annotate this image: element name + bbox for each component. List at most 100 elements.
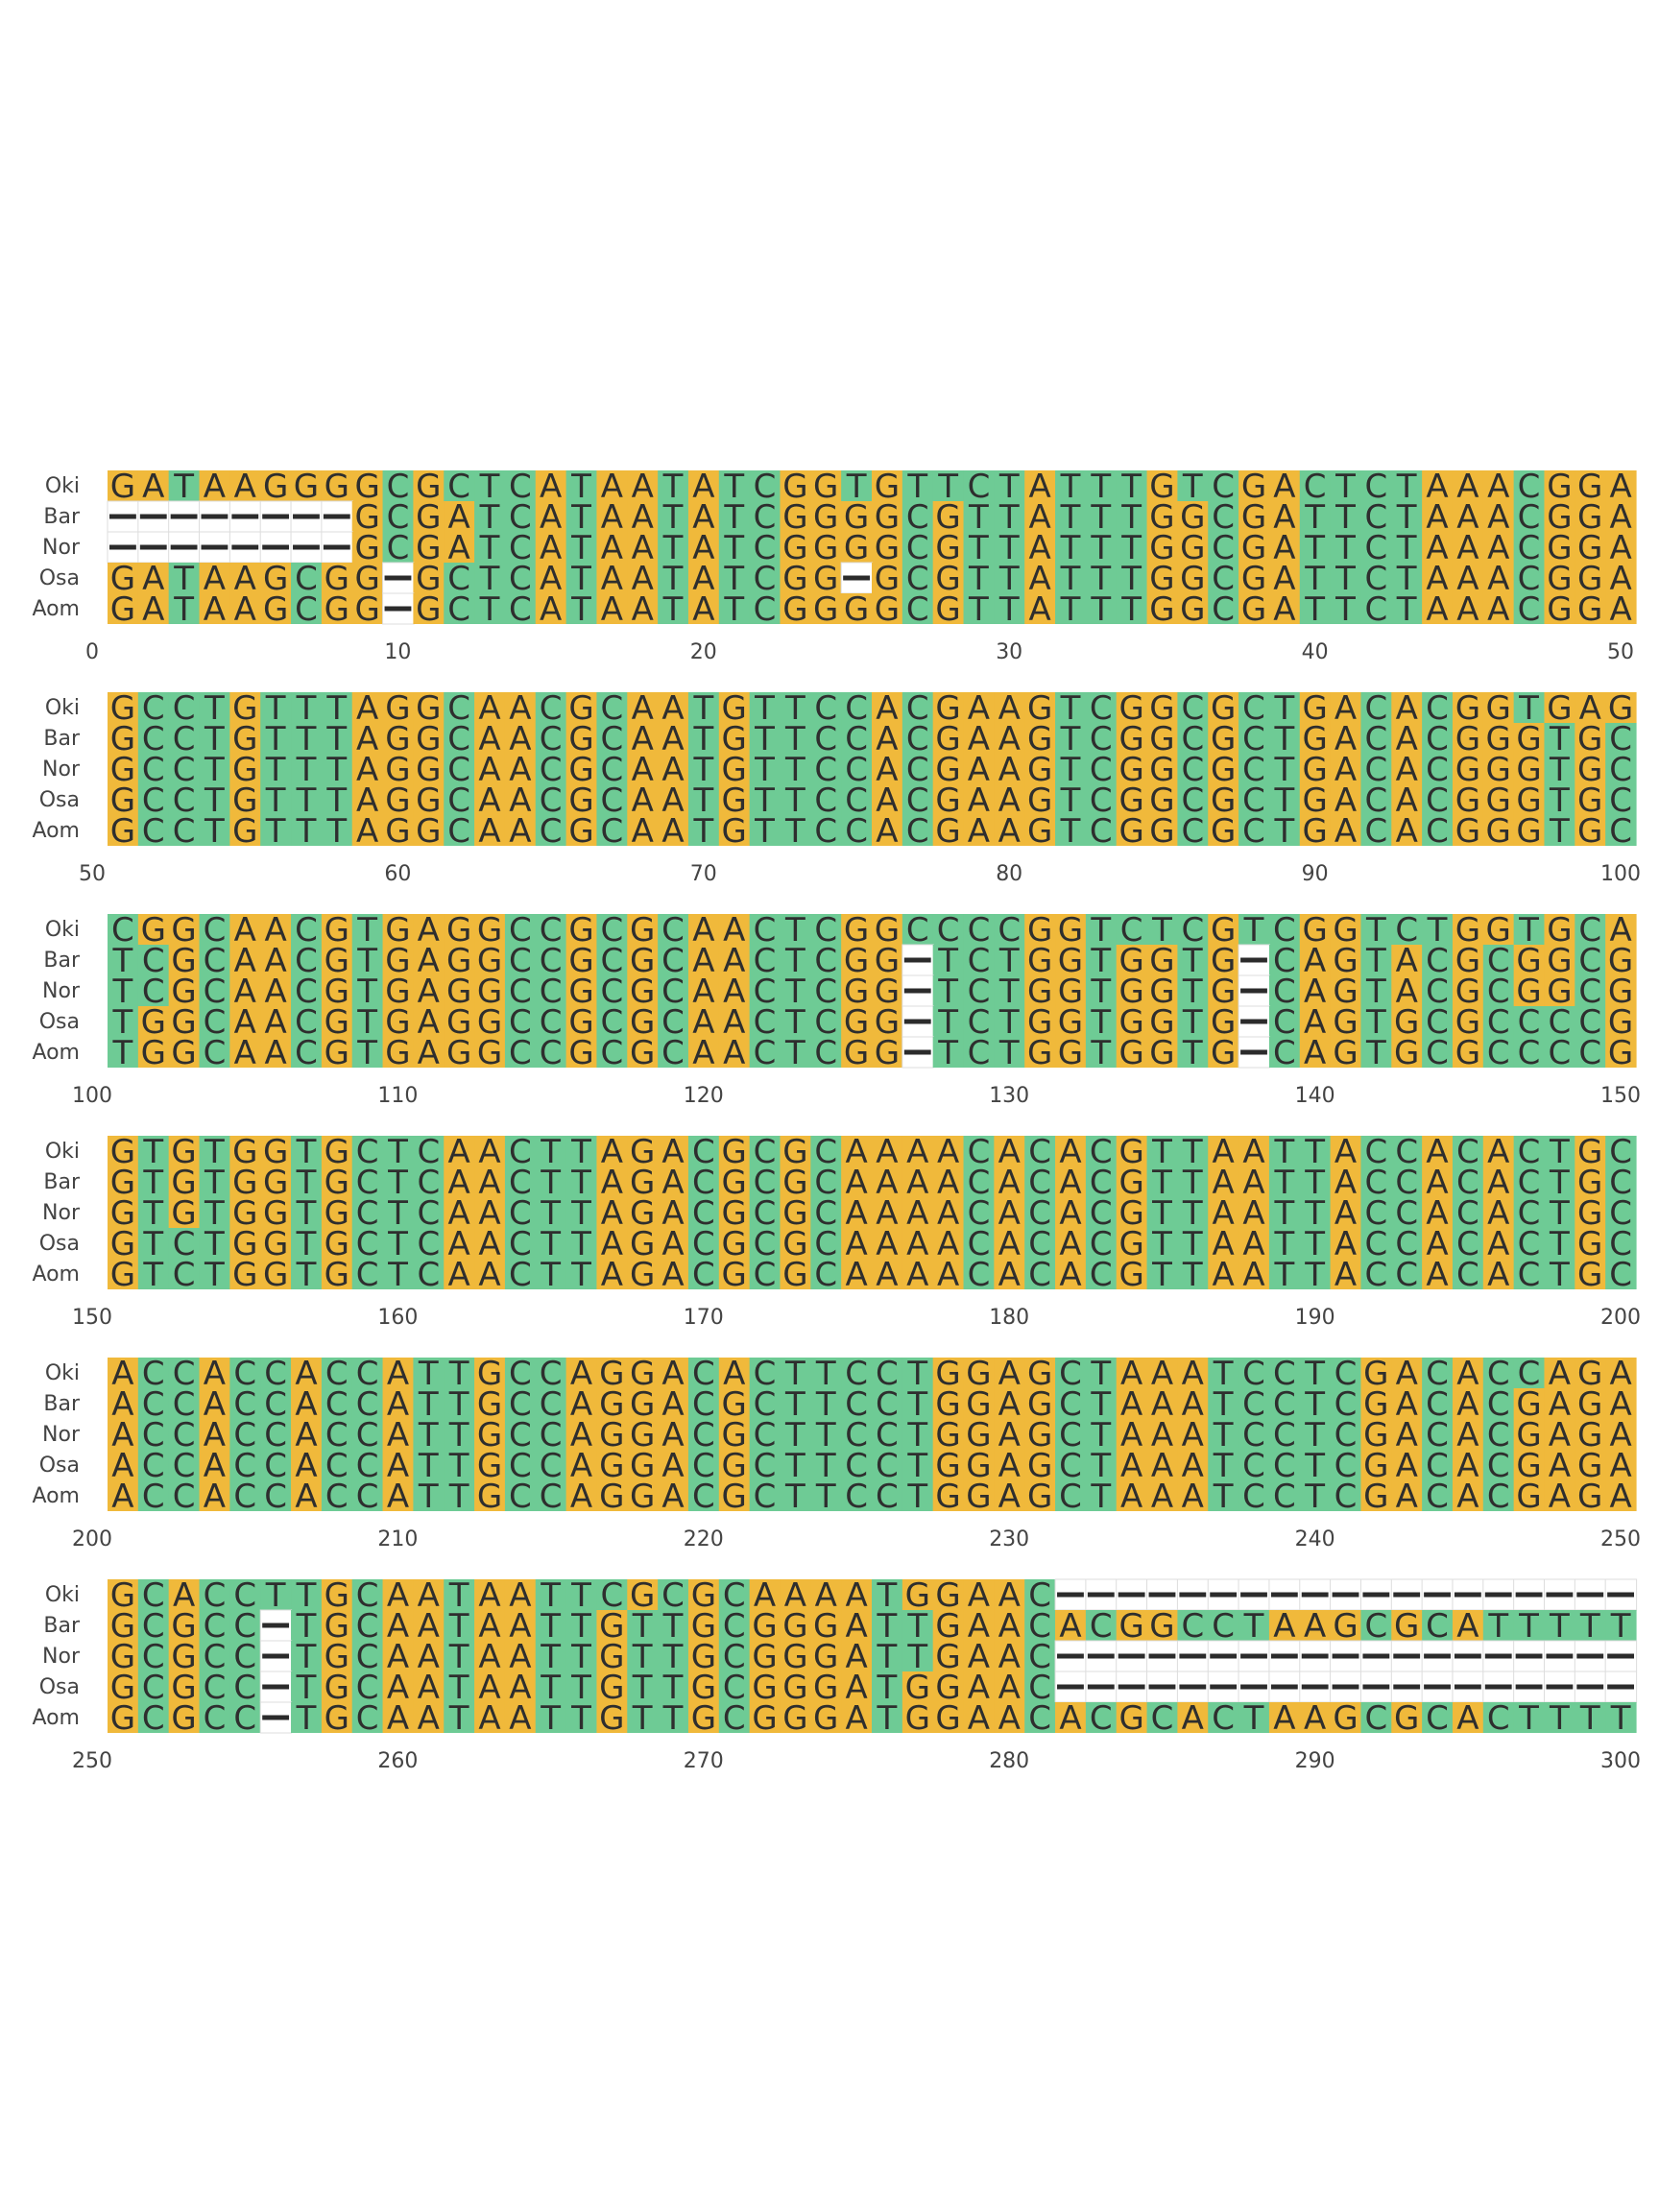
base-letter: T	[296, 1256, 317, 1294]
base-cell	[1177, 470, 1209, 501]
base-letter: A	[540, 498, 562, 537]
base-letter: A	[632, 720, 654, 758]
base-letter: T	[570, 560, 591, 598]
base-letter: C	[1181, 1607, 1204, 1646]
base-cell	[1146, 532, 1178, 563]
base-letter: C	[1426, 1478, 1449, 1516]
base-cell	[535, 532, 567, 563]
base-cell	[1544, 692, 1575, 723]
base-cell	[321, 593, 353, 624]
base-cell	[1177, 593, 1209, 624]
base-cell	[1238, 593, 1270, 624]
base-cell	[1085, 532, 1118, 563]
row-label: Nor	[42, 1423, 81, 1447]
base-cell	[108, 563, 139, 593]
base-letter: T	[1304, 498, 1325, 537]
base-cell	[1177, 532, 1209, 563]
base-letter: C	[173, 812, 196, 851]
base-letter: A	[1028, 498, 1050, 537]
gap-mark	[1240, 957, 1267, 963]
base-cell	[1085, 723, 1118, 754]
base-letter: G	[568, 689, 593, 728]
base-letter: T	[1396, 590, 1417, 629]
tick-label: 300	[1600, 1749, 1641, 1773]
base-letter: T	[754, 812, 775, 851]
base-letter: C	[356, 1478, 379, 1516]
base-cell	[687, 692, 720, 723]
gap-mark	[1332, 1592, 1359, 1598]
base-cell	[658, 593, 689, 624]
base-cell	[108, 723, 139, 754]
base-letter: T	[1518, 1699, 1539, 1738]
base-letter: C	[1212, 468, 1235, 506]
base-letter: C	[1426, 1699, 1449, 1738]
base-letter: C	[1518, 468, 1541, 506]
base-cell	[1330, 501, 1362, 532]
base-letter: C	[1518, 498, 1541, 537]
base-letter: G	[416, 468, 441, 506]
base-cell	[1299, 501, 1332, 532]
tick-label: 270	[684, 1749, 724, 1773]
base-letter: C	[1212, 1699, 1235, 1738]
base-letter: C	[1364, 689, 1387, 728]
base-letter: C	[906, 498, 929, 537]
base-letter: T	[1304, 1478, 1325, 1516]
base-cell	[658, 723, 689, 754]
base-cell	[1116, 593, 1148, 624]
base-cell	[535, 593, 567, 624]
base-letter: A	[1028, 560, 1050, 598]
base-letter: C	[754, 529, 777, 567]
base-letter: T	[1273, 1256, 1294, 1294]
base-cell	[1544, 563, 1575, 593]
row-label: Bar	[43, 1614, 81, 1638]
base-cell	[658, 470, 689, 501]
base-letter: C	[814, 1256, 837, 1294]
base-letter: C	[1090, 812, 1113, 851]
base-cell	[229, 593, 261, 624]
base-cell	[596, 563, 628, 593]
base-cell	[137, 470, 170, 501]
base-cell	[1360, 692, 1392, 723]
base-cell	[291, 470, 323, 501]
base-cell	[1085, 563, 1118, 593]
base-letter: T	[1304, 560, 1325, 598]
base-letter: T	[1120, 590, 1142, 629]
base-letter: A	[998, 1256, 1021, 1294]
base-letter: A	[540, 590, 562, 629]
base-letter: G	[935, 529, 960, 567]
base-letter: T	[754, 720, 775, 758]
base-letter: G	[1516, 1478, 1541, 1516]
tick-label: 170	[684, 1306, 724, 1330]
base-cell	[199, 692, 230, 723]
base-letter: A	[509, 812, 531, 851]
base-letter: T	[204, 689, 225, 728]
base-letter: A	[1059, 1607, 1081, 1646]
base-cell	[1452, 692, 1484, 723]
base-letter: G	[416, 529, 441, 567]
base-cell	[535, 470, 567, 501]
base-letter: A	[1273, 529, 1295, 567]
base-letter: G	[1577, 560, 1602, 598]
base-letter: T	[448, 1478, 469, 1516]
base-letter: C	[1456, 1256, 1479, 1294]
base-cell	[1238, 532, 1270, 563]
base-letter: A	[661, 689, 684, 728]
base-cell	[1422, 563, 1454, 593]
base-cell	[1513, 593, 1546, 624]
base-cell	[474, 692, 506, 723]
gap-mark	[1546, 1653, 1574, 1659]
base-letter: T	[1334, 560, 1356, 598]
base-letter: C	[447, 812, 470, 851]
base-letter: A	[509, 689, 531, 728]
base-letter: A	[1213, 1256, 1235, 1294]
base-cell	[932, 470, 965, 501]
base-cell	[444, 532, 475, 563]
base-letter: G	[1149, 720, 1174, 758]
base-letter: G	[1547, 590, 1572, 629]
base-letter: A	[632, 812, 654, 851]
base-cell	[810, 470, 842, 501]
base-letter: T	[570, 529, 591, 567]
base-letter: A	[876, 720, 898, 758]
row-label: Osa	[39, 1454, 80, 1478]
base-letter: A	[1426, 468, 1448, 506]
